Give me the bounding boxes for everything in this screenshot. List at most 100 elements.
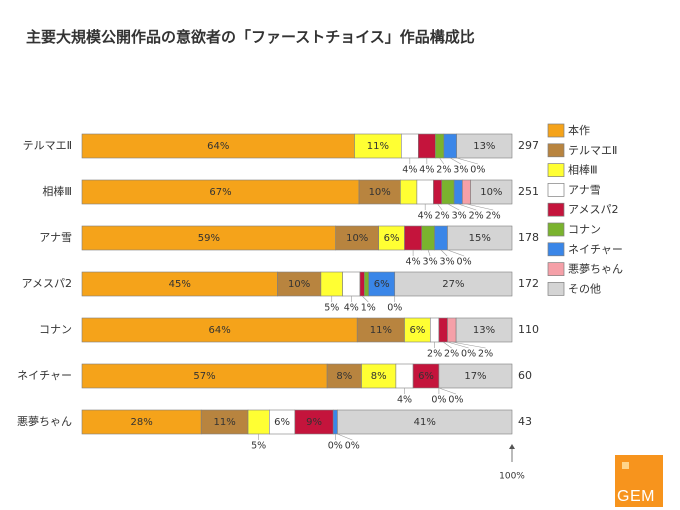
bar-segment <box>462 179 471 205</box>
bar-segment <box>354 133 402 159</box>
data-label: 10% <box>346 233 368 244</box>
data-label: 3% <box>440 257 455 268</box>
bar-segment <box>358 179 401 205</box>
category-label: アナ雪 <box>39 231 72 244</box>
leader-line <box>443 341 452 349</box>
data-label: 27% <box>442 279 464 290</box>
bar-segment <box>438 363 513 389</box>
category-label: アメスパ2 <box>22 277 72 290</box>
bar-segment <box>356 317 405 343</box>
total-label: 110 <box>518 323 539 336</box>
data-label: 0% <box>345 441 360 452</box>
logo-text: GEM <box>617 488 655 505</box>
data-label: 6% <box>418 371 434 382</box>
data-label: 0% <box>448 395 463 406</box>
bar-segment <box>326 363 362 389</box>
data-label: 11% <box>367 141 389 152</box>
legend-swatch <box>547 202 565 217</box>
leader-line <box>439 157 445 165</box>
leader-line <box>450 157 461 165</box>
bar-segment <box>269 409 296 435</box>
data-label: 10% <box>288 279 310 290</box>
bar-segment <box>441 179 455 205</box>
bar-segment <box>361 363 397 389</box>
data-label: 6% <box>374 279 390 290</box>
data-label: 2% <box>444 349 459 360</box>
data-label: 4% <box>402 165 417 176</box>
axis-end-arrowhead <box>509 444 515 449</box>
data-label: 0% <box>461 349 476 360</box>
data-label: 11% <box>370 325 392 336</box>
data-label: 28% <box>130 417 152 428</box>
bar-segment <box>81 363 328 389</box>
data-label: 2% <box>486 211 501 222</box>
data-label: 2% <box>469 211 484 222</box>
data-label: 45% <box>169 279 191 290</box>
legend-label: アメスパ2 <box>568 203 618 216</box>
data-label: 0% <box>457 257 472 268</box>
bar-segment <box>294 409 334 435</box>
total-label: 43 <box>518 415 532 428</box>
legend-label: 悪夢ちゃん <box>568 263 623 276</box>
total-label: 60 <box>518 369 532 382</box>
legend-swatch <box>547 183 565 197</box>
bar-segment <box>401 133 419 159</box>
bar-segment <box>332 409 338 435</box>
data-label: 10% <box>369 187 391 198</box>
data-label: 8% <box>371 371 387 382</box>
data-label: 13% <box>473 325 495 336</box>
data-label: 41% <box>414 417 436 428</box>
bar-segment <box>438 317 448 343</box>
leader-line <box>447 249 465 257</box>
leader-line <box>337 433 353 441</box>
data-label: 3% <box>452 211 467 222</box>
bar-segment <box>81 317 358 343</box>
leader-line <box>447 341 469 349</box>
bar-segment <box>416 179 434 205</box>
data-label: 4% <box>397 395 412 406</box>
data-label: 4% <box>344 303 359 314</box>
legend-label: アナ雪 <box>568 183 601 196</box>
data-label: 4% <box>419 165 434 176</box>
bar-segment <box>421 225 435 251</box>
data-label: 5% <box>251 441 266 452</box>
bar-segment <box>364 271 369 297</box>
leader-line <box>466 203 494 211</box>
data-label: 64% <box>208 325 230 336</box>
legend-swatch <box>547 163 565 177</box>
bar-segment <box>418 133 436 159</box>
data-label: 15% <box>469 233 491 244</box>
bar-segment <box>277 271 322 297</box>
bar-segment <box>434 225 448 251</box>
bar-segment <box>447 317 457 343</box>
bar-segment <box>443 133 457 159</box>
data-label: 64% <box>207 141 229 152</box>
total-label: 297 <box>518 139 539 152</box>
legend-label: 相棒Ⅲ <box>568 163 598 177</box>
data-label: 5% <box>324 303 339 314</box>
data-label: 0% <box>328 441 343 452</box>
total-label: 178 <box>518 231 539 244</box>
chart-title: 主要大規模公開作品の意欲者の「ファーストチョイス」作品構成比 <box>26 28 475 46</box>
category-label: テルマエⅡ <box>23 139 72 152</box>
bar-segment <box>81 271 278 297</box>
bar-segment <box>404 225 423 251</box>
bar-segment <box>81 225 336 251</box>
gem-logo: GEM <box>615 455 663 507</box>
leader-line <box>427 249 431 257</box>
data-label: 6% <box>409 325 425 336</box>
bar-segment <box>320 271 343 297</box>
data-label: 4% <box>418 211 433 222</box>
legend-label: 本作 <box>568 123 590 137</box>
data-label: 10% <box>480 187 502 198</box>
bar-segment <box>337 409 513 435</box>
leader-line <box>438 387 456 395</box>
legend-swatch <box>547 262 565 276</box>
data-label: 0% <box>470 165 485 176</box>
bar-segment <box>81 409 202 435</box>
bar-segment <box>447 225 513 251</box>
data-label: 59% <box>198 233 220 244</box>
bar-segment <box>400 179 418 205</box>
data-label: 3% <box>453 165 468 176</box>
